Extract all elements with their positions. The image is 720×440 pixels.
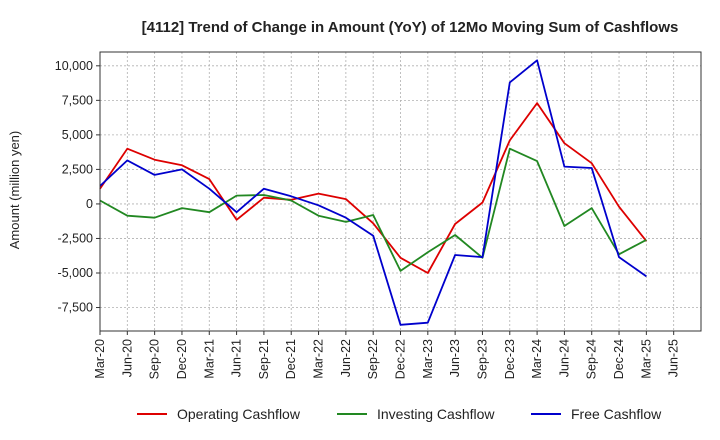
- x-tick-label: Jun-25: [667, 339, 681, 377]
- x-tick-label: Sep-23: [475, 339, 489, 379]
- x-tick-labels: Mar-20 Jun-20 Sep-20 Dec-20 Mar-21 Jun-21 Sep-…: [93, 331, 681, 379]
- x-tick-label: Dec-21: [284, 339, 298, 379]
- x-tick-label: Jun-21: [230, 339, 244, 377]
- investing-cashflow-line: [99, 147, 647, 272]
- y-tick-label: -7,500: [58, 301, 93, 315]
- x-tick-label: Mar-20: [93, 339, 107, 379]
- x-tick-label: Dec-24: [612, 339, 626, 379]
- legend-label-free-cashflow: Free Cashflow: [571, 406, 662, 422]
- x-tick-label: Sep-21: [257, 339, 271, 379]
- x-tick-label: Jun-20: [120, 339, 134, 377]
- x-tick-label: Jun-24: [557, 339, 571, 377]
- y-tick-label: 0: [86, 197, 93, 211]
- x-tick-label: Jun-23: [448, 339, 462, 377]
- free-cashflow-line: [99, 59, 647, 326]
- x-tick-label: Dec-20: [175, 339, 189, 379]
- x-tick-label: Sep-24: [585, 339, 599, 379]
- x-tick-label: Mar-24: [530, 339, 544, 379]
- x-tick-label: Dec-22: [394, 339, 408, 379]
- series-layer: [99, 59, 648, 326]
- x-tick-label: Jun-22: [339, 339, 353, 377]
- x-tick-label: Mar-25: [639, 339, 653, 379]
- y-tick-label: -2,500: [58, 231, 93, 245]
- y-tick-label: 2,500: [62, 162, 93, 176]
- y-tick-label: 5,000: [62, 128, 93, 142]
- x-tick-label: Sep-22: [366, 339, 380, 379]
- y-tick-label: 7,500: [62, 93, 93, 107]
- y-tick-label: 10,000: [55, 59, 93, 73]
- y-tick-labels: -7,500 -5,000 -2,500 0 2,500 5,000 7,500 10,000: [55, 59, 100, 315]
- y-axis-label: Amount (million yen): [7, 131, 22, 250]
- chart-title: [4112] Trend of Change in Amount (YoY) o…: [142, 19, 679, 36]
- legend-label-operating-cashflow: Operating Cashflow: [177, 406, 301, 422]
- x-tick-label: Mar-21: [202, 339, 216, 379]
- x-tick-label: Dec-23: [503, 339, 517, 379]
- y-tick-label: -5,000: [58, 266, 93, 280]
- x-tick-label: Mar-23: [421, 339, 435, 379]
- legend: Operating Cashflow Investing Cashflow Free…: [137, 406, 662, 422]
- grid-layer: [99, 52, 701, 331]
- x-tick-label: Mar-22: [312, 339, 326, 379]
- x-tick-label: Sep-20: [148, 339, 162, 379]
- legend-label-investing-cashflow: Investing Cashflow: [377, 406, 495, 422]
